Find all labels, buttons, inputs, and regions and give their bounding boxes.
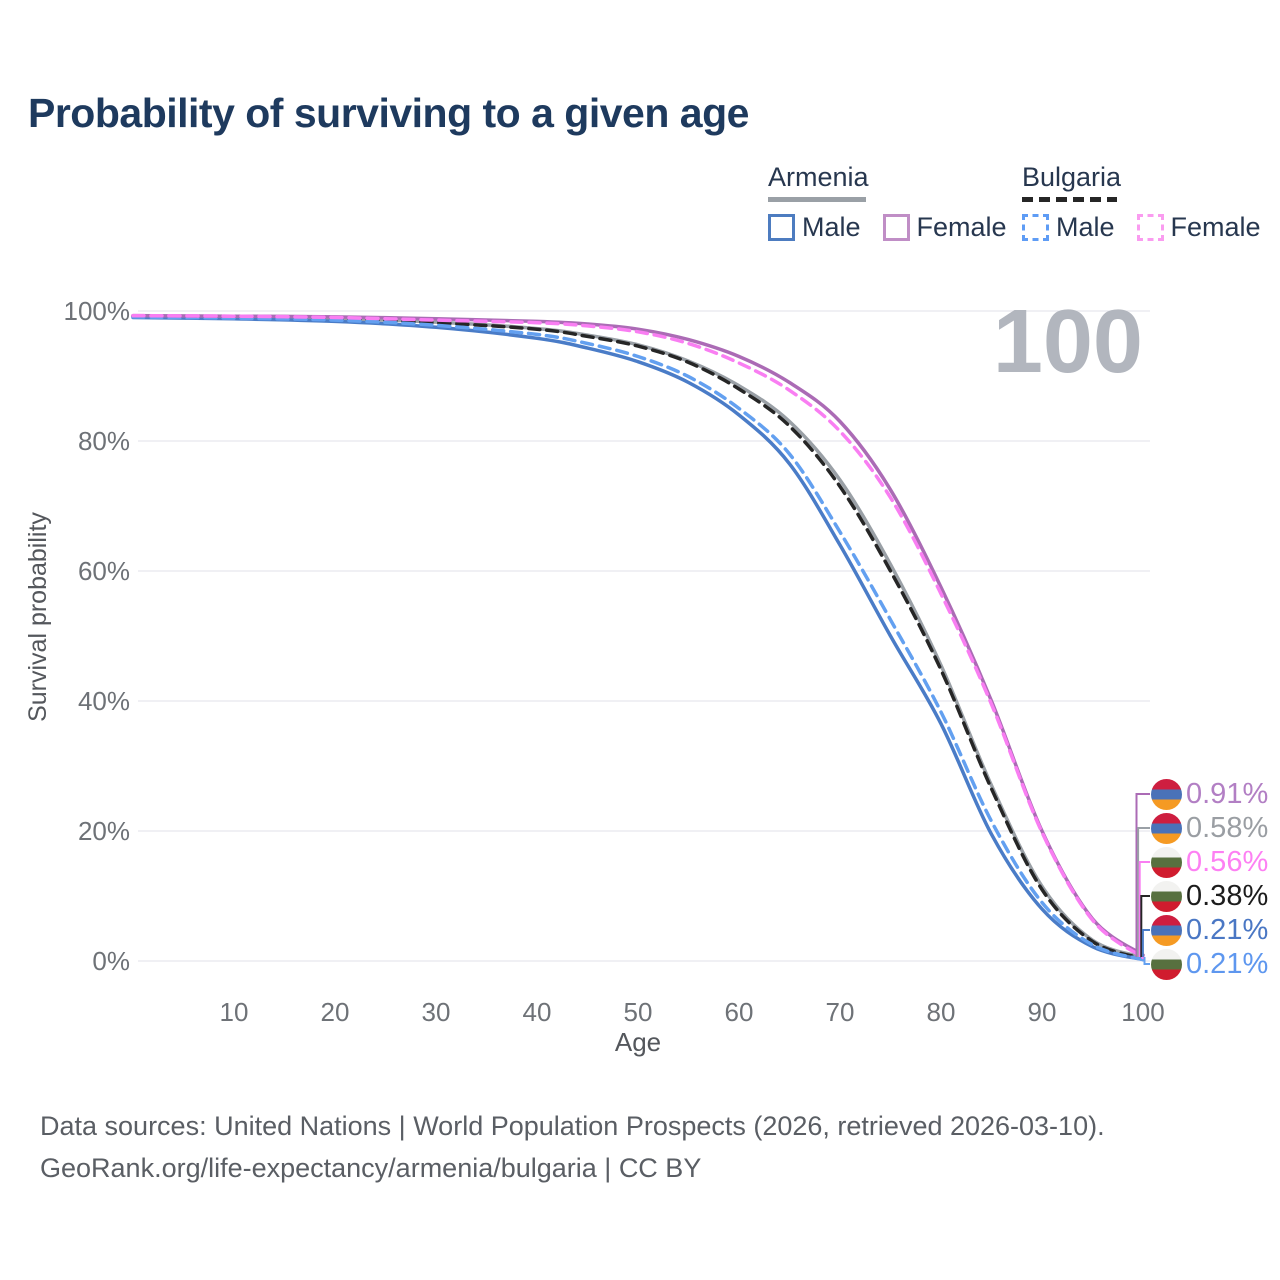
armenia-male-checkbox[interactable]	[768, 214, 795, 241]
curve-bulgaria-male[interactable]	[131, 315, 1145, 962]
curve-bulgaria-female[interactable]	[131, 313, 1145, 960]
end-label-connector-bulgaria-male	[1143, 957, 1150, 965]
end-label-row-bulgaria-all: 0.38%	[1151, 880, 1268, 913]
curve-armenia-all[interactable]	[131, 314, 1145, 959]
x-tick-50: 50	[624, 997, 653, 1027]
end-label-row-bulgaria-female: 0.56%	[1151, 846, 1268, 879]
bulgaria-male-checkbox[interactable]	[1022, 214, 1049, 241]
legend-country-bulgaria-label: Bulgaria	[1022, 162, 1122, 192]
y-tick-60: 60%	[78, 556, 130, 586]
end-label-value-armenia-female: 0.91%	[1186, 778, 1269, 810]
end-label-value-armenia-all: 0.58%	[1186, 812, 1269, 844]
armenia-female-checkbox[interactable]	[882, 214, 910, 241]
page-title: Probability of surviving to a given age	[28, 90, 749, 136]
y-tick-80: 80%	[78, 426, 130, 456]
y-tick-20: 20%	[78, 816, 130, 846]
armenia-female-label: Female	[916, 212, 1007, 242]
x-tick-10: 10	[220, 997, 249, 1027]
legend-country-armenia-label: Armenia	[768, 162, 869, 192]
end-label-connector-armenia-female	[1135, 793, 1150, 957]
x-tick-40: 40	[523, 997, 552, 1027]
legend-item-bulgaria-female[interactable]: Female	[1136, 212, 1261, 243]
curve-armenia-female[interactable]	[131, 313, 1145, 957]
curve-bulgaria-all[interactable]	[131, 314, 1145, 961]
x-tick-80: 80	[927, 997, 956, 1027]
bulgaria-male-label: Male	[1056, 212, 1115, 242]
end-label-row-armenia-all: 0.58%	[1151, 812, 1268, 845]
bulgaria-female-checkbox[interactable]	[1136, 214, 1164, 241]
end-label-value-bulgaria-male: 0.21%	[1186, 948, 1269, 980]
curve-armenia-male[interactable]	[131, 315, 1145, 962]
footer-line-1: Data sources: United Nations | World Pop…	[40, 1111, 1105, 1141]
legend-group-bulgaria: Bulgaria Male Female	[1022, 162, 1261, 243]
end-label-connector-bulgaria-female	[1138, 861, 1150, 957]
bulgaria-flag-icon	[1151, 881, 1182, 912]
footer-line-2: GeoRank.org/life-expectancy/armenia/bulg…	[40, 1152, 702, 1183]
legend-group-armenia: Armenia Male Female	[768, 162, 1007, 243]
legend-item-armenia-male[interactable]: Male	[768, 212, 861, 243]
end-label-row-bulgaria-male: 0.21%	[1151, 948, 1268, 981]
y-tick-40: 40%	[78, 686, 130, 716]
y-tick-0: 0%	[92, 946, 130, 976]
armenia-flag-icon	[1151, 813, 1182, 844]
x-tick-70: 70	[826, 997, 855, 1027]
legend-item-armenia-female[interactable]: Female	[882, 212, 1007, 243]
x-tick-100: 100	[1121, 997, 1164, 1027]
bulgaria-flag-icon	[1151, 949, 1182, 980]
bulgaria-female-label: Female	[1170, 212, 1261, 242]
end-label-value-bulgaria-all: 0.38%	[1186, 880, 1269, 912]
end-label-row-armenia-female: 0.91%	[1151, 778, 1268, 811]
bulgaria-flag-icon	[1151, 847, 1182, 878]
x-tick-90: 90	[1028, 997, 1057, 1027]
legend-item-bulgaria-male[interactable]: Male	[1022, 212, 1115, 243]
x-axis-title: Age	[615, 1027, 661, 1057]
data-sources-footer: Data sources: United Nations | World Pop…	[40, 1106, 1105, 1190]
armenia-flag-icon	[1151, 915, 1182, 946]
end-label-value-armenia-male: 0.21%	[1186, 914, 1269, 946]
armenia-flag-icon	[1151, 779, 1182, 810]
y-tick-100: 100%	[64, 296, 131, 326]
armenia-male-label: Male	[802, 212, 861, 242]
legend-country-armenia[interactable]: Armenia	[768, 162, 869, 202]
end-label-connector-armenia-male	[1141, 929, 1150, 957]
end-label-connector-bulgaria-all	[1140, 895, 1150, 957]
x-tick-20: 20	[321, 997, 350, 1027]
age-annotation-watermark: 100	[993, 292, 1143, 392]
legend-country-bulgaria[interactable]: Bulgaria	[1022, 162, 1121, 202]
bulgaria-dashed-line-swatch	[1022, 197, 1117, 202]
y-axis-title: Survival probability	[24, 512, 52, 722]
x-tick-30: 30	[422, 997, 451, 1027]
end-label-value-bulgaria-female: 0.56%	[1186, 846, 1269, 878]
end-label-row-armenia-male: 0.21%	[1151, 914, 1268, 947]
armenia-solid-line-swatch	[768, 197, 866, 202]
end-label-connector-armenia-all	[1137, 827, 1150, 957]
x-tick-60: 60	[725, 997, 754, 1027]
